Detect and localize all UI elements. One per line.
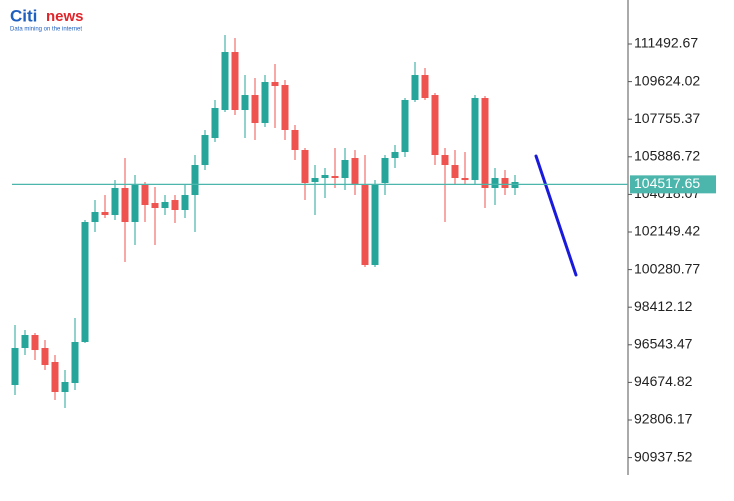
candle-body xyxy=(41,348,49,366)
candle-body xyxy=(381,158,389,184)
annotation-line xyxy=(534,154,578,277)
candle-body xyxy=(111,188,119,216)
candle-body xyxy=(311,178,319,183)
candle-body xyxy=(501,178,509,189)
candle-body xyxy=(281,85,289,130)
candle-body xyxy=(171,200,179,210)
candle-body xyxy=(101,212,109,216)
y-tick-label: 98412.12 xyxy=(634,298,693,314)
candle-body xyxy=(211,108,219,139)
candle-body xyxy=(71,342,79,384)
y-tick-label: 107755.37 xyxy=(634,110,700,126)
candle-body xyxy=(261,82,269,124)
candle-body xyxy=(461,178,469,181)
y-tick-label: 105886.72 xyxy=(634,148,700,164)
y-tick-label: 94674.82 xyxy=(634,373,693,389)
y-tick-label: 96543.47 xyxy=(634,335,693,351)
candle-body xyxy=(451,165,459,179)
candle-body xyxy=(121,188,129,223)
y-tick-label: 100280.77 xyxy=(634,260,700,276)
candle-body xyxy=(181,195,189,210)
candle-body xyxy=(231,52,239,110)
candle-body xyxy=(401,99,409,153)
candle-body xyxy=(301,149,309,184)
logo-tagline: Data mining on the internet xyxy=(10,27,82,33)
candle-body xyxy=(61,382,69,393)
candle-body xyxy=(201,135,209,166)
y-tick-label: 102149.42 xyxy=(634,223,700,239)
candle-body xyxy=(31,335,39,351)
candle-body xyxy=(131,185,139,223)
candle-body xyxy=(21,335,29,349)
y-tick-label: 92806.17 xyxy=(634,411,693,427)
candle-body xyxy=(271,82,279,87)
logo-brand: Citi xyxy=(10,6,37,25)
candle-body xyxy=(471,98,479,181)
candle-body xyxy=(51,362,59,393)
candle-body xyxy=(411,75,419,100)
candle-body xyxy=(141,185,149,206)
candle-body xyxy=(361,185,369,266)
candle-body xyxy=(151,203,159,209)
candle-body xyxy=(241,95,249,110)
candle-body xyxy=(341,159,349,179)
y-tick-label: 109624.02 xyxy=(634,72,700,88)
current-price-label: 104517.65 xyxy=(634,175,700,191)
candle-body xyxy=(11,348,19,386)
candle-body xyxy=(511,182,519,189)
candle-body xyxy=(291,129,299,150)
candle-body xyxy=(161,202,169,209)
candle-body xyxy=(251,95,259,124)
current-price-box xyxy=(630,175,716,194)
candle-body xyxy=(491,178,499,189)
candle-body xyxy=(431,95,439,156)
y-tick-label: 111492.67 xyxy=(634,35,698,51)
candle-body xyxy=(421,75,429,99)
candle-body xyxy=(351,158,359,186)
candle-body xyxy=(481,98,489,189)
candle-body xyxy=(221,52,229,110)
candle-body xyxy=(331,176,339,179)
candle-body xyxy=(321,175,329,179)
y-tick-label: 90937.52 xyxy=(634,448,693,464)
candle-body xyxy=(391,152,399,159)
candle-body xyxy=(371,185,379,266)
candle-body xyxy=(441,155,449,166)
logo-brand: news xyxy=(46,8,84,25)
candle-body xyxy=(91,212,99,223)
candle-body xyxy=(191,165,199,196)
candle-body xyxy=(81,222,89,343)
